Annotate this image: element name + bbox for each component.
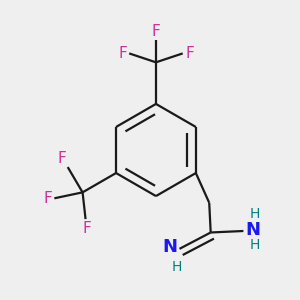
Text: N: N <box>162 238 177 256</box>
Text: F: F <box>118 46 127 61</box>
Text: F: F <box>43 191 52 206</box>
Text: F: F <box>185 46 194 61</box>
Text: F: F <box>58 151 66 166</box>
Text: F: F <box>83 220 92 236</box>
Text: H: H <box>250 238 260 252</box>
Text: H: H <box>171 260 182 274</box>
Text: F: F <box>152 23 160 38</box>
Text: N: N <box>245 220 260 238</box>
Text: H: H <box>250 208 260 221</box>
